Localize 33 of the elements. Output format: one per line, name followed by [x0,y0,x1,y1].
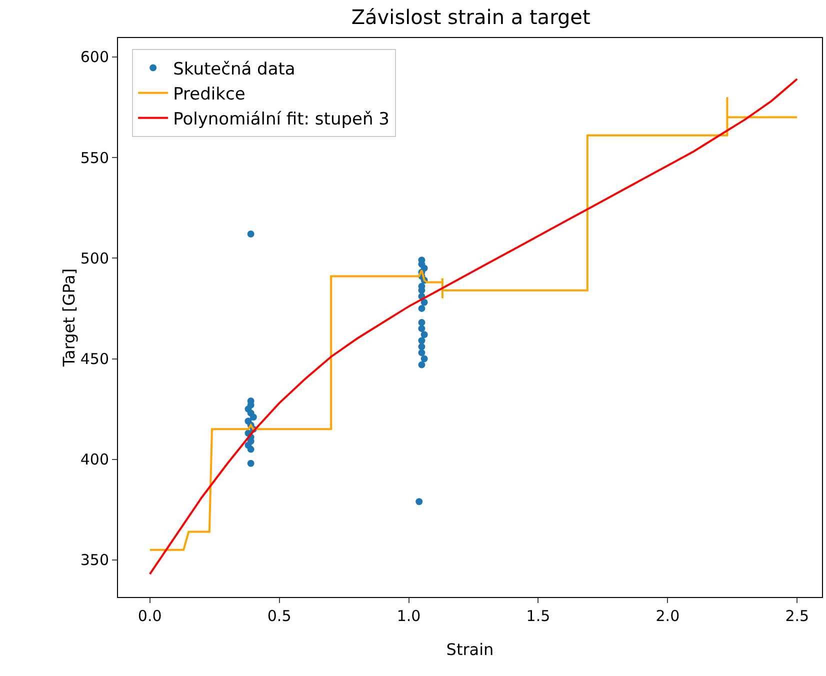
point [420,355,428,362]
x-tick-label: 0.5 [267,607,292,625]
x-tick-label: 1.0 [396,607,421,625]
point [420,298,428,306]
point [418,337,426,344]
point [416,498,423,506]
point [247,460,254,467]
point [418,319,426,326]
y-axis-title: Target [GPa] [59,268,78,368]
y-tick-label: 600 [80,48,109,66]
x-axis-title: Strain [446,640,494,659]
point [250,414,257,421]
point [247,230,254,238]
y-tick-label: 450 [80,350,109,368]
y-tick-label: 400 [80,450,109,469]
point [418,304,426,312]
point [418,343,426,350]
x-tick-label: 0.0 [138,607,162,625]
x-tick-label: 1.5 [526,607,550,625]
point [418,361,426,368]
legend-label: Polynomiální fit: stupeň 3 [173,110,390,130]
point [418,349,426,356]
legend-label: Predikce [173,84,246,104]
point [420,331,428,338]
legend-label: Skutečná data [173,59,296,80]
x-tick-label: 2.0 [656,607,680,625]
point [247,446,254,453]
y-tick-label: 500 [80,249,109,268]
x-tick-label: 2.5 [785,607,810,625]
y-tick-label: 350 [80,551,109,570]
y-tick-label: 550 [80,148,109,167]
chart-title: Závislost strain a target [351,5,590,30]
point [418,325,426,332]
